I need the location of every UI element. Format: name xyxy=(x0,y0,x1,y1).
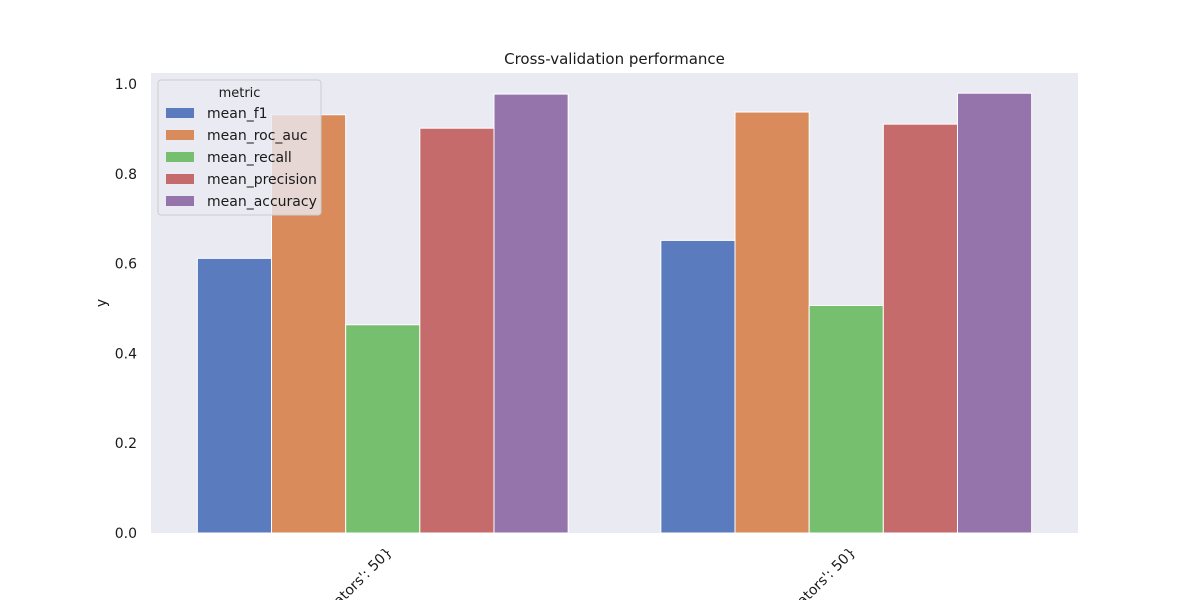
bar-mean_roc_auc xyxy=(734,111,810,534)
bar-mean_precision xyxy=(419,127,495,534)
bar-mean_f1 xyxy=(660,239,736,534)
bars-group xyxy=(196,92,1033,534)
y-tick-label: 0.6 xyxy=(115,257,137,273)
legend-label: mean_f1 xyxy=(207,106,268,122)
legend: metric mean_f1mean_roc_aucmean_recallmea… xyxy=(157,79,322,216)
legend-box xyxy=(157,79,322,216)
bar-mean_recall xyxy=(808,304,884,534)
chart-title: Cross-validation performance xyxy=(504,50,725,68)
bar-mean_f1 xyxy=(196,257,273,534)
legend-swatch xyxy=(166,108,194,118)
bar-mean_recall xyxy=(345,324,421,534)
legend-swatch xyxy=(166,196,194,206)
x-tick-label: ators': 50} xyxy=(794,545,859,600)
legend-items: mean_f1 mean_roc_auc mean_recall mean_preci… xyxy=(166,106,317,210)
legend-label: mean_precision xyxy=(207,172,317,188)
legend-swatch xyxy=(166,130,194,140)
y-axis-label: y xyxy=(94,299,110,307)
legend-swatch xyxy=(166,174,194,184)
bar-mean_accuracy xyxy=(956,92,1033,534)
legend-title: metric xyxy=(219,86,261,101)
y-tick-label: 0.2 xyxy=(115,436,137,452)
legend-swatch xyxy=(166,152,194,162)
y-tick-label: 1.0 xyxy=(115,77,137,93)
y-tick-label: 0.4 xyxy=(115,346,137,362)
bar-mean_precision xyxy=(882,123,958,534)
bar-mean_accuracy xyxy=(493,93,569,534)
legend-label: mean_accuracy xyxy=(207,194,317,210)
y-axis-ticks: 0.0 0.2 0.4 0.6 0.8 1.0 xyxy=(115,77,137,542)
legend-label: mean_roc_auc xyxy=(207,128,308,144)
legend-label: mean_recall xyxy=(207,150,292,166)
y-tick-label: 0.0 xyxy=(115,526,137,542)
y-tick-label: 0.8 xyxy=(115,167,137,183)
x-axis-ticks: ators': 50} ators': 50} xyxy=(331,545,859,600)
x-tick-label: ators': 50} xyxy=(331,545,396,600)
